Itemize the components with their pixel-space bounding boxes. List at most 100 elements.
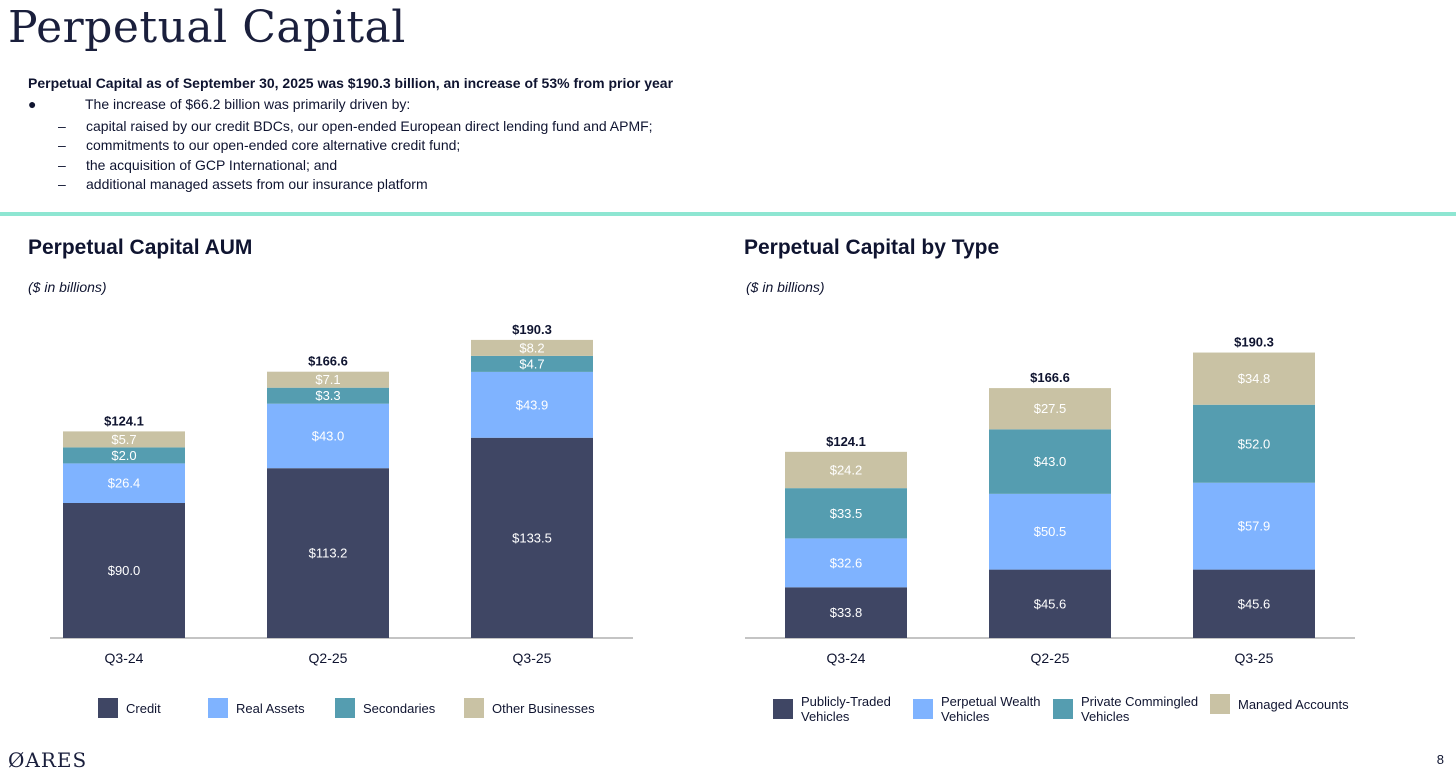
data-label: $43.0 — [312, 428, 345, 443]
x-tick-label: Q2-25 — [1031, 650, 1070, 666]
chart-title-aum: Perpetual Capital AUM — [28, 236, 253, 259]
bar-segment — [267, 371, 389, 388]
bar-segment — [989, 429, 1111, 494]
legend-item: Secondaries — [335, 698, 464, 718]
legend-swatch — [1210, 694, 1230, 714]
x-tick-label: Q3-24 — [105, 650, 144, 666]
legend-item: Other Businesses — [464, 698, 604, 718]
bar-segment — [989, 388, 1111, 430]
legend-label: Secondaries — [363, 700, 436, 716]
divider — [0, 212, 1456, 216]
chart-subtitle-aum: ($ in billions) — [28, 279, 107, 295]
x-tick-label: Q3-24 — [827, 650, 866, 666]
bar-segment — [1193, 352, 1315, 405]
x-tick-label: Q3-25 — [513, 650, 552, 666]
page-title: Perpetual Capital — [8, 2, 406, 53]
bar-segment — [267, 468, 389, 638]
data-label: $57.9 — [1238, 519, 1271, 534]
legend-label: Other Businesses — [492, 700, 595, 716]
bar-segment — [785, 587, 907, 638]
data-label: $4.7 — [519, 356, 544, 371]
data-label: $33.5 — [830, 506, 863, 521]
bar-segment — [471, 371, 593, 438]
total-label: $166.6 — [1030, 370, 1070, 385]
data-label: $113.2 — [309, 546, 348, 561]
x-tick-label: Q2-25 — [309, 650, 348, 666]
bar-segment — [785, 538, 907, 588]
bar-segment — [1193, 482, 1315, 570]
chart-title-type: Perpetual Capital by Type — [744, 236, 1000, 259]
data-label: $34.8 — [1238, 371, 1271, 386]
total-label: $166.6 — [308, 354, 348, 369]
data-label: $50.5 — [1034, 524, 1067, 539]
legend-label: Publicly-Traded Vehicles — [801, 694, 891, 724]
bar-segment — [63, 431, 185, 448]
legend-item: Credit — [98, 698, 208, 718]
total-label: $190.3 — [1234, 335, 1274, 350]
bar-segment — [471, 355, 593, 372]
bullet-marker: ● — [28, 96, 37, 112]
bar-segment — [63, 503, 185, 638]
bar-segment — [471, 339, 593, 356]
legend-swatch — [773, 699, 793, 719]
sub-bullet-text: additional managed assets from our insur… — [86, 176, 428, 192]
sub-bullet-text: commitments to our open-ended core alter… — [86, 137, 461, 153]
sub-bullet-text: the acquisition of GCP International; an… — [86, 157, 338, 173]
data-label: $27.5 — [1034, 401, 1067, 416]
dash: – — [58, 137, 66, 153]
data-label: $5.7 — [111, 432, 136, 447]
data-label: $45.6 — [1238, 596, 1271, 611]
bullet-text: The increase of $66.2 billion was primar… — [85, 96, 411, 112]
data-label: $43.9 — [516, 397, 549, 412]
chart-subtitle-type: ($ in billions) — [746, 279, 825, 295]
dash: – — [58, 157, 66, 173]
total-label: $190.3 — [512, 322, 552, 337]
data-label: $133.5 — [512, 530, 552, 545]
bar-segment — [63, 447, 185, 464]
total-label: $124.1 — [104, 413, 144, 428]
legend-item: Perpetual Wealth Vehicles — [913, 694, 1053, 724]
data-label: $33.8 — [830, 605, 863, 620]
data-label: $2.0 — [111, 448, 136, 463]
legend-item: Managed Accounts — [1210, 694, 1360, 714]
bar-segment — [471, 437, 593, 638]
sub-bullet-text: capital raised by our credit BDCs, our o… — [86, 118, 653, 134]
dash: – — [58, 118, 66, 134]
data-label: $32.6 — [830, 555, 863, 570]
bar-segment — [1193, 569, 1315, 638]
legend-label: Credit — [126, 700, 161, 716]
legend-item: Real Assets — [208, 698, 335, 718]
data-label: $3.3 — [315, 388, 340, 403]
legend-swatch — [208, 698, 228, 718]
legend-swatch — [464, 698, 484, 718]
bar-segment — [989, 493, 1111, 570]
data-label: $8.2 — [519, 340, 544, 355]
dash: – — [58, 176, 66, 192]
legend-label: Private Commingled Vehicles — [1081, 694, 1199, 724]
ares-logo: ØARES — [8, 748, 88, 772]
data-label: $7.1 — [315, 372, 340, 387]
bar-segment — [785, 488, 907, 539]
bar-segment — [1193, 404, 1315, 483]
legend-swatch — [335, 698, 355, 718]
data-label: $45.6 — [1034, 596, 1067, 611]
total-label: $124.1 — [826, 434, 866, 449]
bar-segment — [785, 451, 907, 489]
data-label: $26.4 — [108, 476, 141, 491]
legend-swatch — [98, 698, 118, 718]
data-label: $90.0 — [108, 563, 141, 578]
legend-label: Managed Accounts — [1238, 696, 1349, 712]
logo-text: ARES — [25, 748, 88, 772]
page-number: 8 — [1436, 752, 1444, 767]
bar-segment — [267, 387, 389, 404]
legend-item: Publicly-Traded Vehicles — [773, 694, 913, 724]
bar-segment — [63, 463, 185, 503]
legend-swatch — [913, 699, 933, 719]
legend-item: Private Commingled Vehicles — [1053, 694, 1210, 724]
bar-segment — [989, 569, 1111, 638]
data-label: $43.0 — [1034, 454, 1067, 469]
x-tick-label: Q3-25 — [1235, 650, 1274, 666]
data-label: $24.2 — [830, 463, 863, 478]
